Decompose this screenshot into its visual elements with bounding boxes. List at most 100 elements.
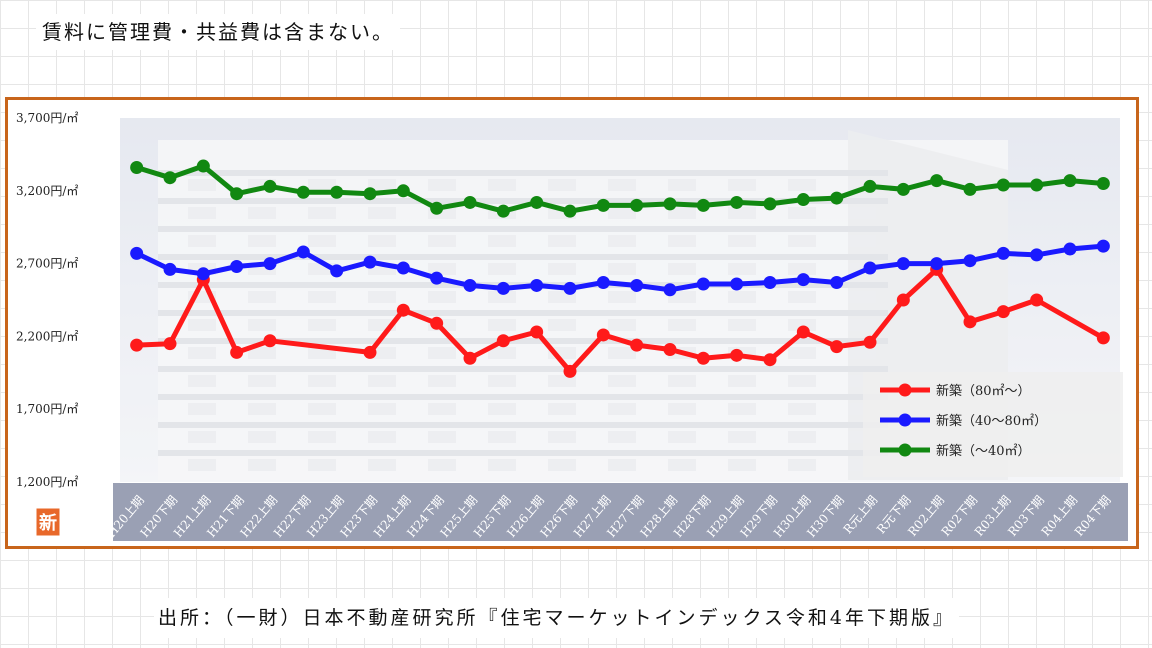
new-badge: 新: [35, 507, 61, 537]
data-point: [896, 182, 910, 196]
data-point: [863, 179, 877, 193]
line-chart: 3,700円/㎡ 3,200円/㎡ 2,700円/㎡ 2,200円/㎡ 1,700円/㎡…: [16, 111, 1128, 541]
data-point: [496, 204, 510, 218]
data-point: [363, 255, 377, 269]
chart-frame: 3,700円/㎡ 3,200円/㎡ 2,700円/㎡ 2,200円/㎡ 1,700円/㎡…: [5, 97, 1139, 549]
data-point: [630, 198, 644, 212]
data-point: [563, 204, 577, 218]
data-point: [796, 193, 810, 207]
data-point: [430, 271, 444, 285]
data-point: [196, 159, 210, 173]
data-point: [163, 171, 177, 185]
data-point: [763, 197, 777, 211]
data-point: [1030, 178, 1044, 192]
data-point: [563, 364, 577, 378]
data-point: [863, 261, 877, 275]
data-point: [1030, 293, 1044, 307]
data-point: [163, 337, 177, 351]
data-point: [696, 198, 710, 212]
data-point: [663, 197, 677, 211]
data-point: [630, 338, 644, 352]
series-2: [130, 159, 1110, 218]
data-point: [263, 179, 277, 193]
data-point: [996, 246, 1010, 260]
legend-swatch-marker: [898, 443, 912, 457]
data-point: [330, 185, 344, 199]
legend-swatch-marker: [898, 383, 912, 397]
data-point: [596, 198, 610, 212]
data-point: [830, 340, 844, 354]
data-point: [763, 353, 777, 367]
data-point: [963, 315, 977, 329]
data-point: [530, 325, 544, 339]
data-point: [563, 281, 577, 295]
data-point: [696, 277, 710, 291]
data-point: [896, 293, 910, 307]
data-point: [463, 351, 477, 365]
data-point: [796, 325, 810, 339]
data-point: [663, 343, 677, 357]
data-point: [296, 185, 310, 199]
data-point: [963, 254, 977, 268]
data-point: [1063, 242, 1077, 256]
data-point: [430, 201, 444, 215]
y-tick-label: 2,200円/㎡: [16, 329, 78, 343]
series-1: [130, 239, 1110, 297]
legend-label: 新築（～40㎡）: [936, 443, 1031, 459]
data-point: [696, 351, 710, 365]
data-point: [196, 267, 210, 281]
data-point: [496, 281, 510, 295]
data-point: [996, 305, 1010, 319]
data-point: [396, 184, 410, 198]
data-point: [496, 334, 510, 348]
data-point: [363, 345, 377, 359]
data-point: [463, 195, 477, 209]
badge-label: 新: [39, 512, 57, 534]
data-point: [330, 264, 344, 278]
data-point: [596, 276, 610, 290]
data-point: [396, 303, 410, 317]
data-point: [130, 338, 144, 352]
data-point: [363, 187, 377, 201]
data-point: [1063, 174, 1077, 188]
data-point: [763, 276, 777, 290]
series-layer: [130, 159, 1110, 378]
data-point: [830, 191, 844, 205]
rent-note: 賃料に管理費・共益費は含まない。: [36, 14, 400, 50]
data-point: [230, 260, 244, 274]
data-point: [263, 257, 277, 271]
data-point: [130, 161, 144, 175]
legend-swatch-marker: [898, 413, 912, 427]
data-point: [930, 174, 944, 188]
data-point: [1096, 239, 1110, 253]
data-point: [663, 283, 677, 297]
data-point: [730, 195, 744, 209]
data-point: [430, 316, 444, 330]
building-photo-background: [113, 118, 1128, 541]
source-citation: 出所：（一財）日本不動産研究所『住宅マーケットインデックス令和4年下期版』: [154, 598, 960, 638]
y-tick-label: 2,700円/㎡: [16, 257, 78, 271]
data-point: [896, 257, 910, 271]
data-point: [730, 277, 744, 291]
data-point: [963, 182, 977, 196]
data-point: [1096, 177, 1110, 191]
data-point: [830, 276, 844, 290]
data-point: [730, 348, 744, 362]
data-point: [130, 246, 144, 260]
y-tick-label: 3,200円/㎡: [16, 184, 78, 198]
data-point: [530, 195, 544, 209]
data-point: [996, 178, 1010, 192]
legend: 新築（80㎡～） 新築（40～80㎡） 新築（～40㎡）: [863, 372, 1123, 477]
data-point: [930, 257, 944, 271]
legend-label: 新築（80㎡～）: [936, 383, 1031, 399]
y-tick-label: 1,200円/㎡: [16, 475, 78, 489]
y-tick-label: 3,700円/㎡: [16, 111, 78, 125]
data-point: [296, 245, 310, 259]
data-point: [863, 335, 877, 349]
y-tick-label: 1,700円/㎡: [16, 402, 78, 416]
data-point: [1096, 331, 1110, 345]
data-point: [796, 273, 810, 287]
data-point: [230, 345, 244, 359]
data-point: [530, 278, 544, 292]
data-point: [230, 187, 244, 201]
